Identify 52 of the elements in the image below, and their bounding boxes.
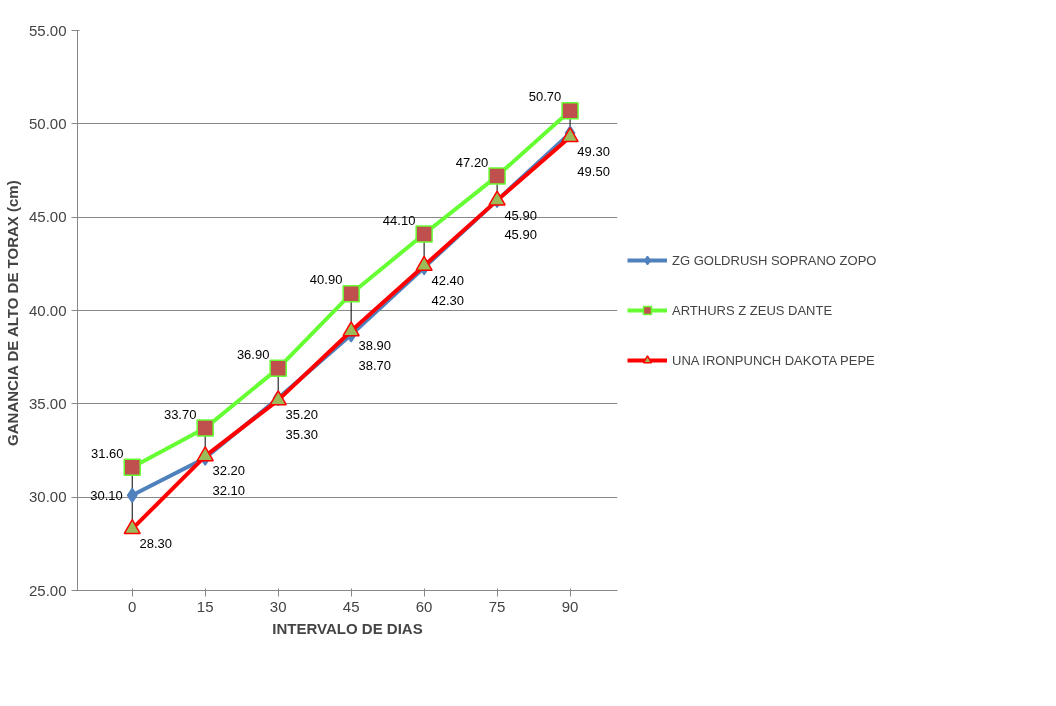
data-label: 45.90 <box>504 227 537 243</box>
point <box>415 255 433 272</box>
data-label: 42.40 <box>431 272 464 288</box>
data-label: 33.70 <box>163 406 197 422</box>
legend-label: ZG GOLDRUSH SOPRANO ZOPO <box>672 252 877 268</box>
y-tick-label: 40.00 <box>28 301 67 319</box>
point <box>196 419 214 437</box>
legend-label: ARTHURS Z ZEUS DANTE <box>672 302 833 318</box>
x-tick-label: 90 <box>561 597 579 615</box>
data-label: 32.20 <box>212 463 246 479</box>
y-tick-label: 55.00 <box>28 21 67 39</box>
x-tick-label: 60 <box>415 597 433 615</box>
data-label: 38.90 <box>358 338 391 354</box>
x-tick-label: 75 <box>488 597 506 615</box>
data-label: 28.30 <box>139 536 173 552</box>
data-label: 49.30 <box>577 144 610 160</box>
data-label: 45.90 <box>504 207 537 223</box>
y-axis-title: GANANCIA DE ALTO DE TORAX (cm) <box>3 180 21 446</box>
point <box>126 487 138 504</box>
point <box>123 458 141 477</box>
x-axis-title: INTERVALO DE DIAS <box>272 619 423 637</box>
y-tick-label: 50.00 <box>28 114 67 132</box>
x-tick-label: 45 <box>342 597 360 615</box>
data-label: 44.10 <box>382 212 416 228</box>
data-label: 36.90 <box>236 347 270 363</box>
legend-label: UNA IRONPUNCH DAKOTA PEPE <box>672 352 875 368</box>
data-label: 40.90 <box>309 272 343 288</box>
point <box>488 167 506 185</box>
data-label: 47.20 <box>455 154 489 170</box>
y-tick-label: 25.00 <box>28 581 67 599</box>
data-label: 35.20 <box>285 407 319 423</box>
data-label: 50.70 <box>528 89 562 105</box>
point <box>342 321 360 337</box>
point <box>561 102 579 120</box>
data-label: 32.10 <box>212 482 246 498</box>
x-tick-label: 30 <box>269 597 287 615</box>
x-tick-label: 15 <box>196 597 214 615</box>
data-label: 35.30 <box>285 426 319 442</box>
y-tick-label: 45.00 <box>28 208 67 226</box>
data-label: 31.60 <box>90 445 124 461</box>
point <box>123 518 141 535</box>
point <box>269 359 287 378</box>
y-tick-label: 35.00 <box>28 394 67 412</box>
point <box>342 284 360 303</box>
data-label: 38.70 <box>358 357 391 373</box>
point <box>415 225 433 243</box>
data-label: 30.10 <box>90 487 123 503</box>
data-label: 42.30 <box>431 292 464 308</box>
x-tick-label: 0 <box>128 597 137 615</box>
data-label: 49.50 <box>577 163 610 179</box>
y-tick-label: 30.00 <box>28 488 67 506</box>
point <box>196 446 214 462</box>
